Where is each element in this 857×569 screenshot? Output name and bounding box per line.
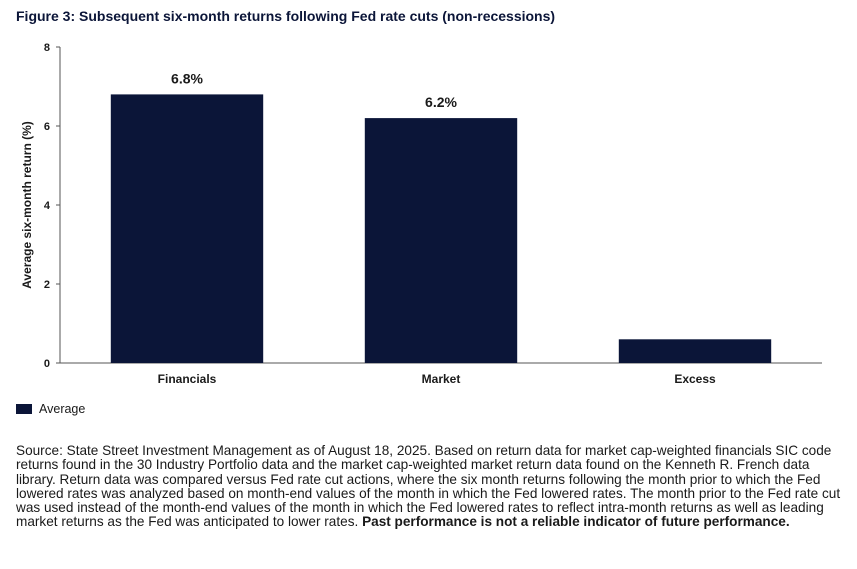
source-note: Source: State Street Investment Manageme…	[16, 443, 842, 530]
legend: Average	[16, 402, 85, 416]
y-ticks: 0 2 4 6 8	[44, 42, 60, 370]
bar-financials	[110, 94, 264, 364]
bar-data-label: 6.2%	[425, 94, 457, 110]
x-tick-label: Excess	[674, 372, 716, 386]
chart-title: Figure 3: Subsequent six-month returns f…	[16, 8, 556, 24]
source-text: Source: State Street Investment Manageme…	[16, 443, 841, 530]
performance-disclaimer: Past performance is not a reliable indic…	[362, 514, 790, 530]
x-tick-labels: Financials Market Excess	[158, 372, 716, 386]
x-tick-label: Market	[422, 372, 461, 386]
legend-swatch	[16, 404, 32, 414]
y-tick-label: 0	[44, 358, 50, 370]
bars	[110, 94, 772, 364]
x-tick-label: Financials	[158, 372, 217, 386]
y-tick-label: 6	[44, 121, 50, 133]
bar-excess	[618, 339, 772, 363]
y-tick-label: 2	[44, 279, 50, 291]
bar-data-label: 6.8%	[171, 70, 203, 86]
bar-market	[364, 118, 518, 363]
y-tick-label: 8	[44, 42, 50, 54]
y-axis-label: Average six-month return (%)	[20, 121, 34, 289]
bar-data-labels: 6.8% 6.2%	[171, 70, 457, 110]
y-tick-label: 4	[44, 200, 51, 212]
legend-label: Average	[39, 402, 86, 416]
